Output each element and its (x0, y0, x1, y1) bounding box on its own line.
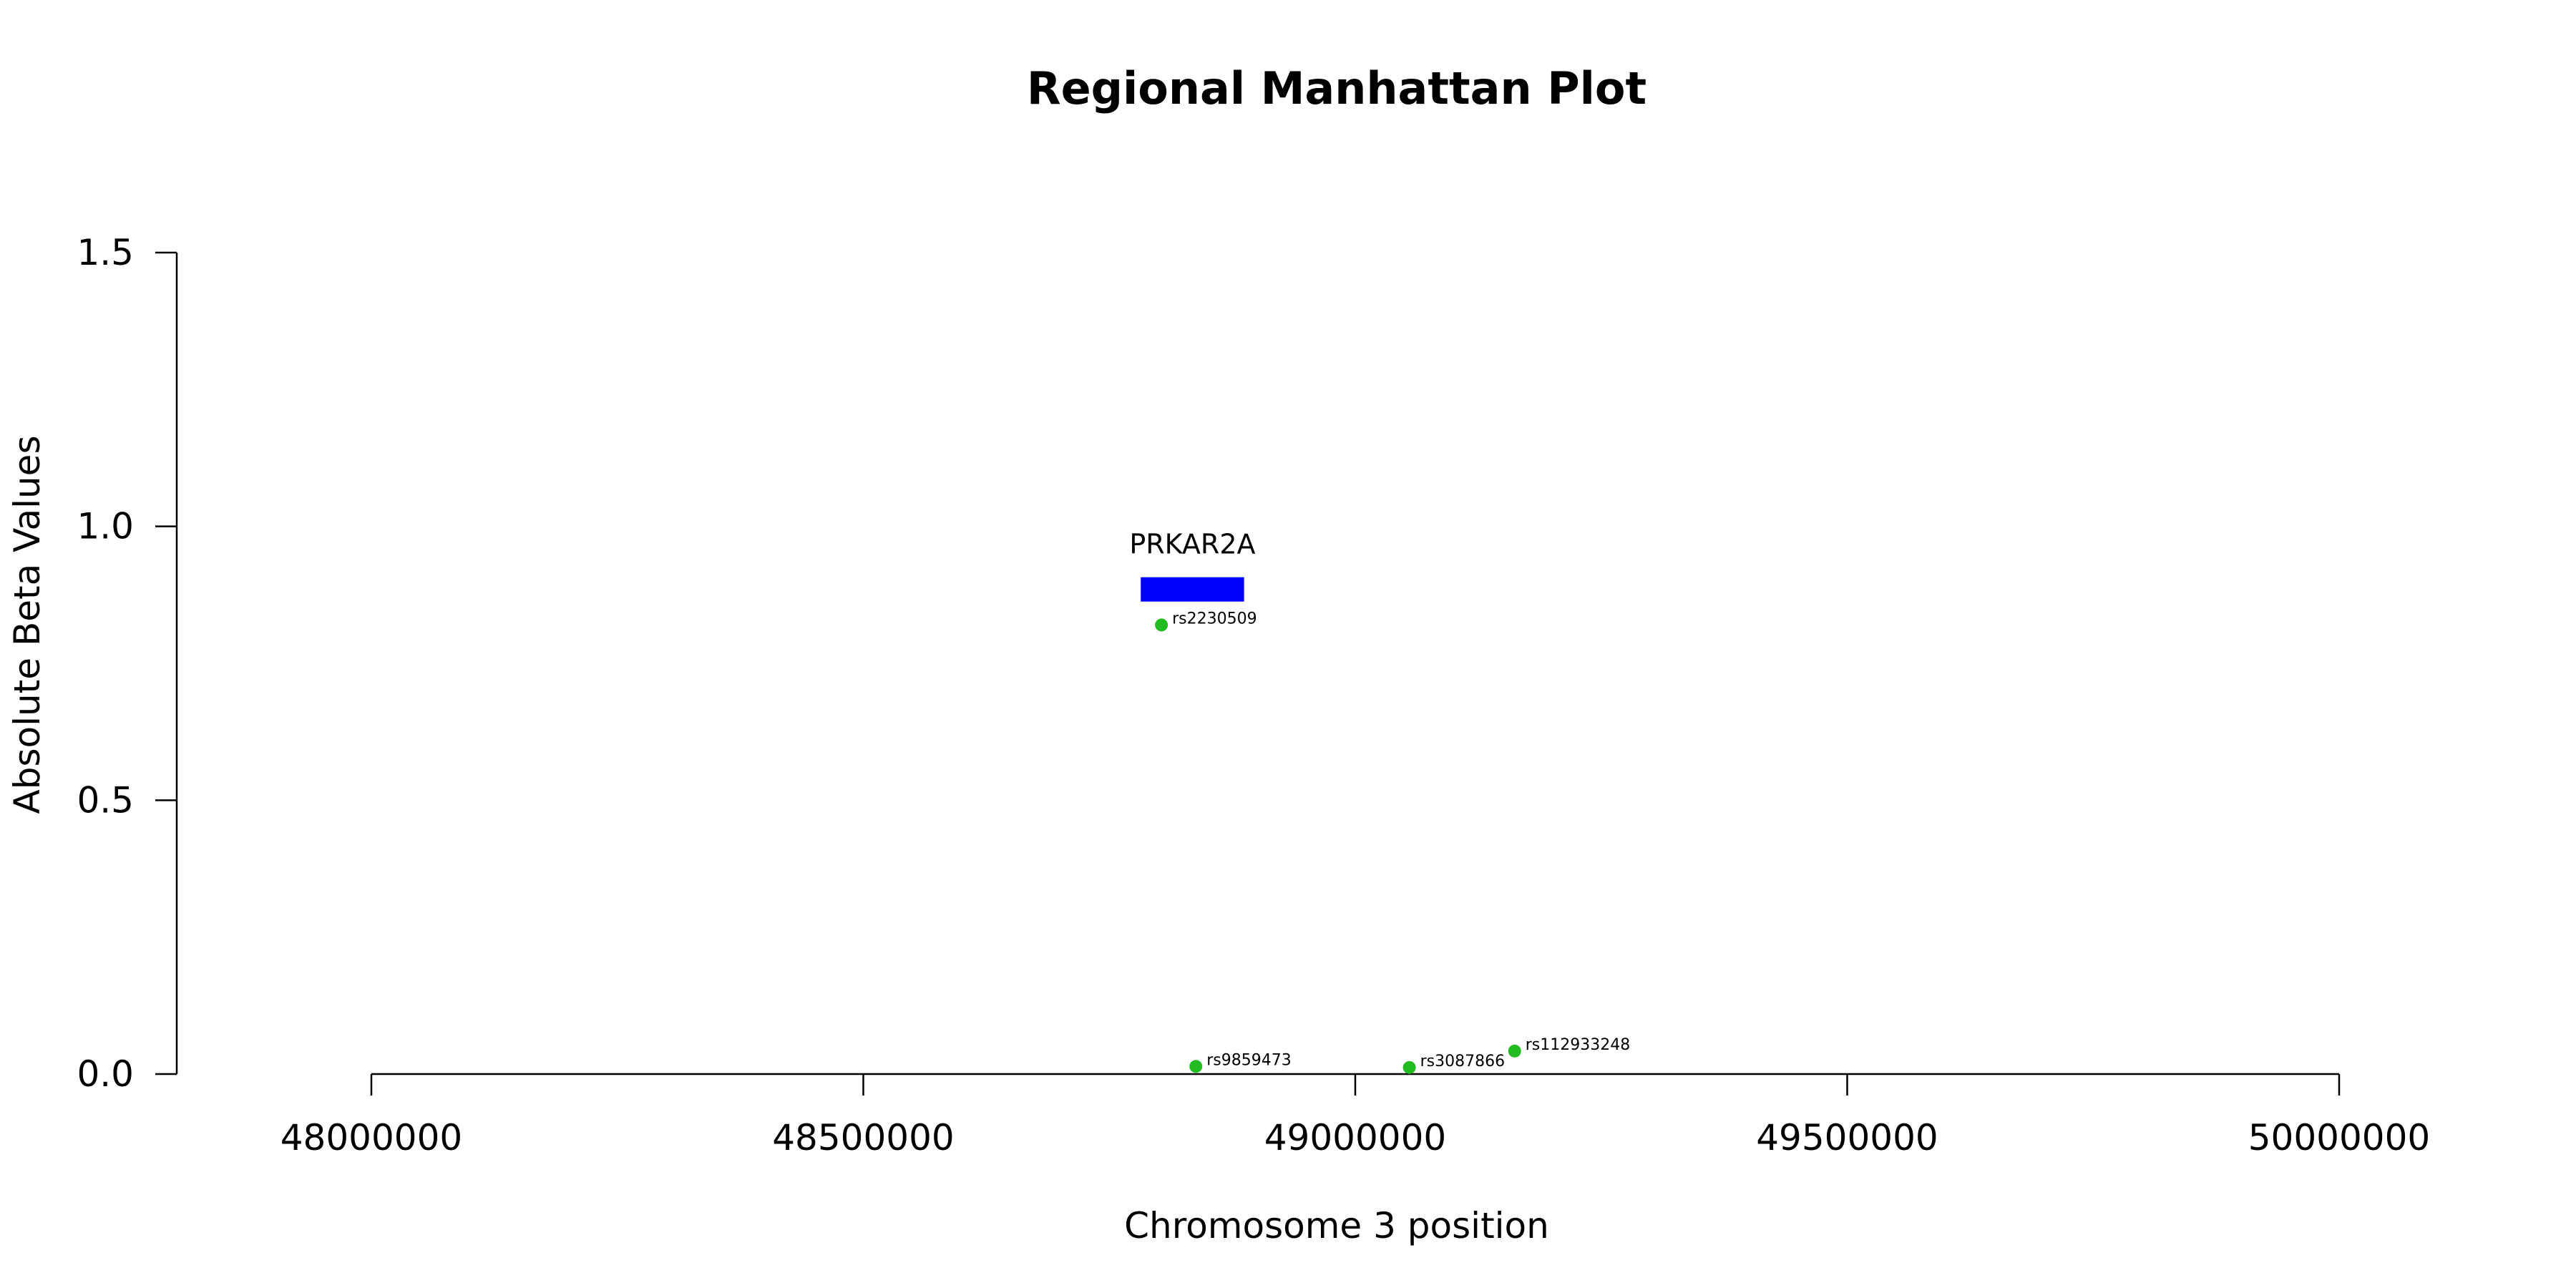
x-axis-ticks: 48000000 48500000 49000000 49500000 50000000 (280, 1074, 2431, 1158)
x-tick-label: 49500000 (1756, 1117, 1938, 1158)
snp-label: rs9859473 (1206, 1051, 1292, 1069)
x-tick-label: 50000000 (2248, 1117, 2431, 1158)
y-tick-label: 0.5 (77, 779, 134, 821)
gene-label: PRKAR2A (1129, 529, 1255, 560)
x-tick-label: 48000000 (280, 1117, 463, 1158)
snp-label: rs2230509 (1172, 610, 1257, 628)
snp-label: rs112933248 (1526, 1036, 1630, 1054)
snp-point (1189, 1060, 1203, 1073)
gene-bar (1141, 577, 1244, 602)
y-tick-label: 0.0 (77, 1053, 134, 1095)
snp-point (1508, 1044, 1521, 1058)
chart-title: Regional Manhattan Plot (1027, 62, 1646, 114)
snp-points: rs2230509 rs9859473 rs3087866 rs112933248 (1155, 610, 1630, 1074)
y-tick-label: 1.0 (77, 506, 134, 547)
snp-point (1402, 1060, 1416, 1074)
x-tick-label: 49000000 (1264, 1117, 1447, 1158)
x-axis-label: Chromosome 3 position (1124, 1205, 1549, 1246)
snp-label: rs3087866 (1420, 1053, 1506, 1070)
snp-point (1155, 618, 1169, 632)
x-tick-label: 48500000 (772, 1117, 955, 1158)
y-tick-label: 1.5 (77, 232, 134, 273)
y-axis-label: Absolute Beta Values (6, 436, 48, 814)
gene-track: PRKAR2A (1129, 529, 1256, 602)
y-axis-ticks: 0.0 0.5 1.0 1.5 (77, 232, 177, 1095)
